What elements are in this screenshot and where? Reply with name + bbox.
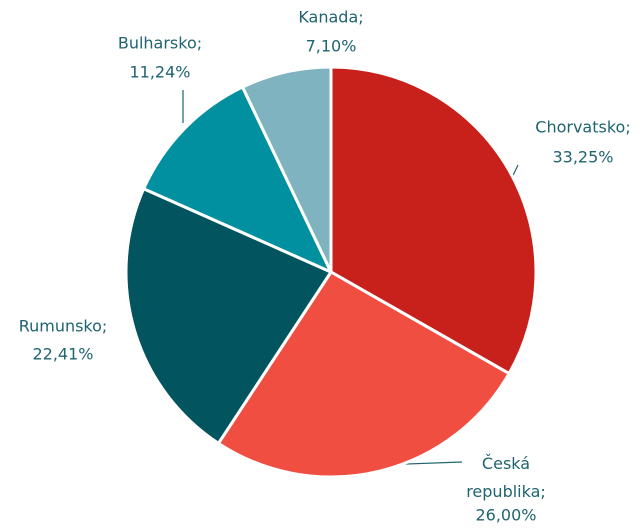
pie-slice [141,85,335,276]
data-label-value: 33,25% [552,148,613,167]
data-label-value: 22,41% [32,345,93,364]
data-label-value: 26,00% [475,506,536,525]
pie-slice [216,269,512,479]
pie-slice [240,65,333,273]
data-label-name: Rumunsko; [19,317,108,336]
data-label-name: Česká republika; [466,454,546,501]
pie-slice [124,186,334,446]
pie-slice [329,65,538,376]
data-label-value: 7,10% [306,37,357,56]
data-label-name: Chorvatsko; [535,118,630,137]
data-label-name: Kanada; [298,8,363,27]
data-label-value: 11,24% [129,63,190,82]
data-label-name: Bulharsko; [118,34,202,53]
